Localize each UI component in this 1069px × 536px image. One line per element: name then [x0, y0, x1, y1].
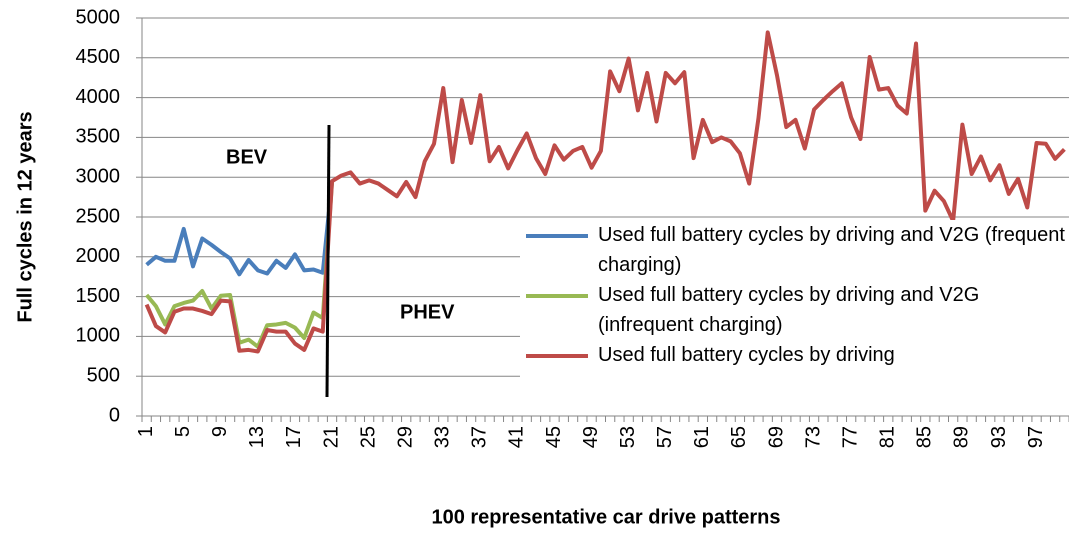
- x-tick-label: 85: [914, 426, 936, 448]
- y-tick-label: 4000: [76, 86, 121, 108]
- legend-label: Used full battery cycles by driving and …: [598, 224, 1065, 276]
- x-tick-label: 5: [172, 426, 194, 437]
- x-tick-label: 73: [802, 426, 824, 448]
- x-tick-label: 49: [580, 426, 602, 448]
- legend: Used full battery cycles by driving and …: [520, 220, 1069, 378]
- x-tick-label: 77: [839, 426, 861, 448]
- plot: [144, 30, 1066, 354]
- x-tick-label: 45: [543, 426, 565, 448]
- x-tick-label: 41: [506, 426, 528, 448]
- x-tick-label: 17: [283, 426, 305, 448]
- x-tick-label: 25: [357, 426, 379, 448]
- series-line: [144, 30, 1066, 354]
- legend-entry: Used full battery cycles by driving and …: [526, 220, 1069, 280]
- legend-label: Used full battery cycles by driving and …: [598, 284, 980, 336]
- x-tick-label: 57: [654, 426, 676, 448]
- legend-label: Used full battery cycles by driving: [598, 344, 895, 366]
- y-tick-label: 0: [109, 404, 120, 426]
- x-tick-label: 53: [617, 426, 639, 448]
- x-tick-label: 89: [951, 426, 973, 448]
- y-tick-label: 2500: [76, 205, 121, 227]
- y-tick-label: 1000: [76, 325, 121, 347]
- x-tick-label: 21: [320, 426, 342, 448]
- y-tick-label: 5000: [76, 6, 121, 28]
- y-axis-title: Full cycles in 12 years: [14, 111, 36, 322]
- x-tick-label: 1: [135, 426, 157, 437]
- x-tick-label: 81: [877, 426, 899, 448]
- x-tick-label: 97: [1025, 426, 1047, 448]
- x-tick-label: 65: [728, 426, 750, 448]
- x-tick-label: 61: [691, 426, 713, 448]
- y-tick-label: 1500: [76, 285, 121, 307]
- legend-swatch: [526, 234, 588, 238]
- x-tick-label: 9: [209, 426, 231, 437]
- x-tick-label: 29: [394, 426, 416, 448]
- y-tick-label: 3000: [76, 165, 121, 187]
- x-tick-label: 93: [988, 426, 1010, 448]
- x-tick-label: 13: [246, 426, 268, 448]
- legend-swatch: [526, 354, 588, 358]
- legend-swatch: [526, 294, 588, 298]
- y-tick-label: 2000: [76, 245, 121, 267]
- y-tick-label: 3500: [76, 126, 121, 148]
- y-tick-label: 500: [87, 364, 120, 386]
- x-tick-label: 69: [765, 426, 787, 448]
- grid: 0 500 1000 1500 2000 2500 3000 3500 4000 4500 5000…: [76, 6, 1069, 448]
- y-tick-label: 4500: [76, 46, 121, 68]
- series-line: [145, 180, 335, 277]
- legend-entry: Used full battery cycles by driving and …: [526, 280, 1069, 340]
- x-tick-label: 33: [432, 426, 454, 448]
- series-line: [145, 181, 335, 349]
- x-tick-label: 37: [469, 426, 491, 448]
- legend-entry: Used full battery cycles by driving: [526, 340, 1069, 370]
- x-axis-title: 100 representative car drive patterns: [431, 506, 780, 528]
